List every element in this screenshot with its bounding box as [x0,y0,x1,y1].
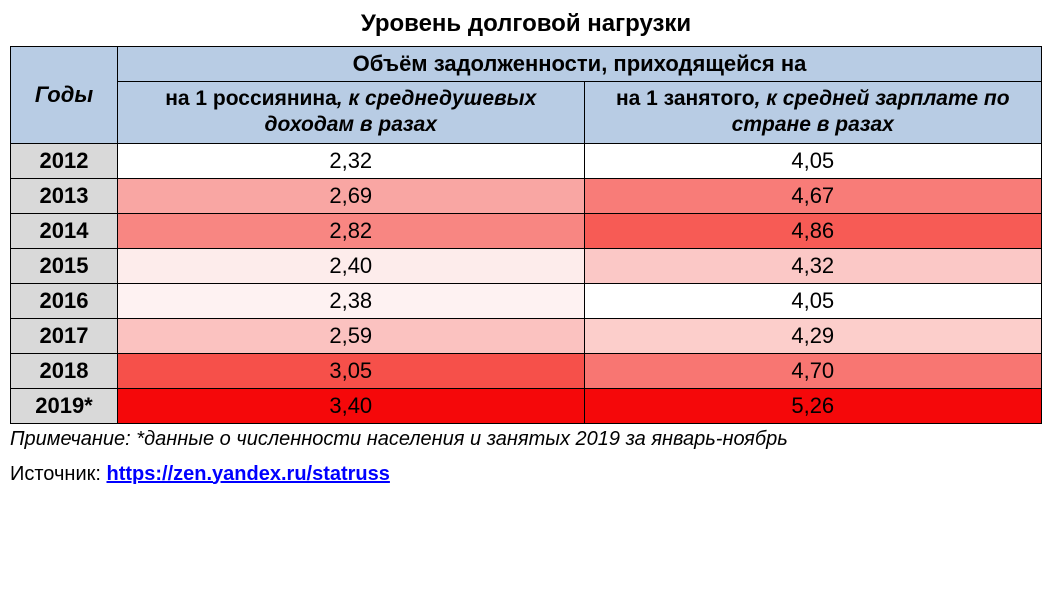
value-per-person: 2,59 [118,318,585,353]
year-cell: 2018 [11,353,118,388]
year-cell: 2016 [11,283,118,318]
year-cell: 2015 [11,248,118,283]
table-row: 20162,384,05 [11,283,1042,318]
value-per-person: 2,38 [118,283,585,318]
table-row: 20183,054,70 [11,353,1042,388]
header-col2-rest: , к средней зарплате по стране в разах [732,87,1010,136]
year-cell: 2019* [11,388,118,423]
debt-table: Годы Объём задолженности, приходящейся н… [10,46,1042,424]
value-per-person: 2,32 [118,143,585,178]
value-per-employed: 4,05 [584,143,1041,178]
year-cell: 2013 [11,178,118,213]
footnote: Примечание: *данные о численности населе… [10,428,1042,451]
value-per-employed: 4,05 [584,283,1041,318]
value-per-person: 2,69 [118,178,585,213]
year-cell: 2012 [11,143,118,178]
table-row: 20132,694,67 [11,178,1042,213]
header-volume: Объём задолженности, приходящейся на [118,47,1042,82]
year-cell: 2014 [11,213,118,248]
table-row: 20122,324,05 [11,143,1042,178]
value-per-employed: 4,32 [584,248,1041,283]
value-per-employed: 5,26 [584,388,1041,423]
value-per-employed: 4,70 [584,353,1041,388]
table-row: 20142,824,86 [11,213,1042,248]
header-col2: на 1 занятого, к средней зарплате по стр… [584,82,1041,144]
value-per-employed: 4,29 [584,318,1041,353]
year-cell: 2017 [11,318,118,353]
value-per-employed: 4,67 [584,178,1041,213]
header-col1: на 1 россиянина, к среднедушевых доходам… [118,82,585,144]
header-col2-bold: на 1 занятого [616,87,755,110]
value-per-person: 3,40 [118,388,585,423]
table-row: 2019*3,405,26 [11,388,1042,423]
table-row: 20152,404,32 [11,248,1042,283]
header-years: Годы [11,47,118,144]
header-col1-bold: на 1 россиянина [165,87,337,110]
value-per-employed: 4,86 [584,213,1041,248]
source-label: Источник: [10,463,107,485]
table-row: 20172,594,29 [11,318,1042,353]
value-per-person: 3,05 [118,353,585,388]
source-line: Источник: https://zen.yandex.ru/statruss [10,463,1042,486]
page-title: Уровень долговой нагрузки [10,10,1042,38]
value-per-person: 2,40 [118,248,585,283]
source-link[interactable]: https://zen.yandex.ru/statruss [107,463,390,485]
value-per-person: 2,82 [118,213,585,248]
